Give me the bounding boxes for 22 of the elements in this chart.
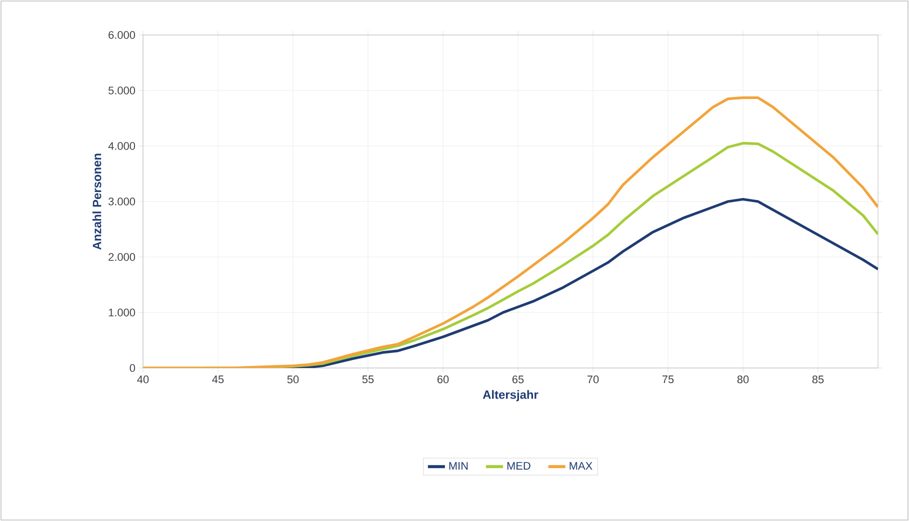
- x-tick-label: 50: [287, 376, 299, 384]
- legend-label: MED: [507, 462, 530, 470]
- y-tick-label: 2.000: [108, 253, 136, 261]
- x-tick-label: 55: [362, 376, 374, 384]
- y-tick-label: 6.000: [108, 31, 136, 39]
- x-tick-label: 70: [587, 376, 599, 384]
- x-tick-label: 80: [737, 376, 749, 384]
- y-tick-label: 0: [130, 364, 136, 372]
- x-tick-label: 40: [137, 376, 149, 384]
- x-tick-label: 60: [437, 376, 449, 384]
- y-axis-title: Anzahl Personen: [92, 154, 102, 250]
- y-tick-label: 3.000: [108, 198, 136, 206]
- x-tick-label: 75: [662, 376, 674, 384]
- x-tick-label: 45: [212, 376, 224, 384]
- y-tick-label: 5.000: [108, 86, 136, 94]
- x-tick-label: 65: [512, 376, 524, 384]
- y-tick-label: 1.000: [108, 308, 136, 316]
- legend-label: MAX: [570, 462, 592, 470]
- x-axis-title: Altersjahr: [482, 390, 538, 402]
- x-tick-label: 85: [812, 376, 824, 384]
- y-tick-label: 4.000: [108, 142, 136, 150]
- legend-label: MIN: [449, 462, 468, 470]
